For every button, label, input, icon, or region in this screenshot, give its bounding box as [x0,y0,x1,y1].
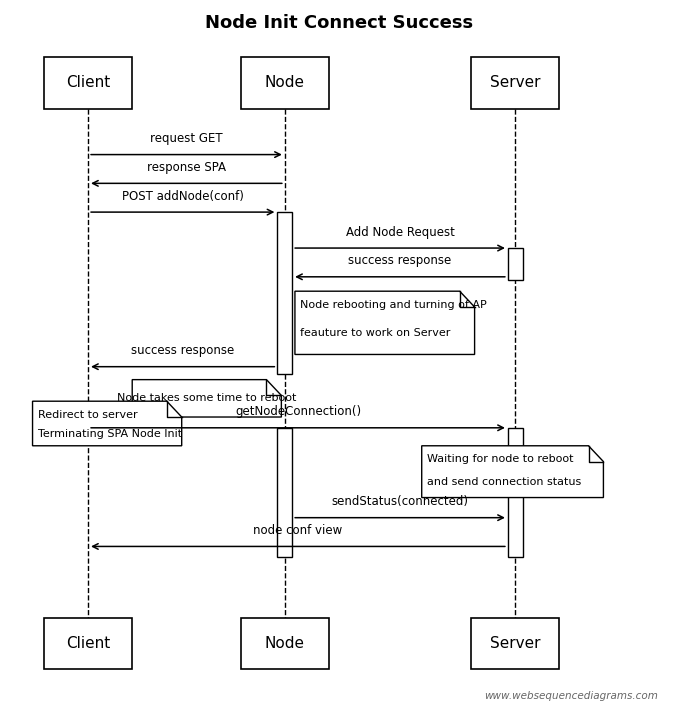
Text: Redirect to server: Redirect to server [38,410,138,420]
Polygon shape [295,291,475,354]
Polygon shape [33,401,182,446]
FancyBboxPatch shape [241,57,329,109]
Text: Terminating SPA Node Init: Terminating SPA Node Init [38,429,182,439]
Text: Node rebooting and turning of AP: Node rebooting and turning of AP [300,300,487,310]
FancyBboxPatch shape [241,618,329,669]
Text: response SPA: response SPA [147,161,226,174]
FancyBboxPatch shape [471,57,559,109]
Text: Add Node Request: Add Node Request [346,226,454,239]
Text: node conf view: node conf view [254,524,342,537]
Text: Node takes some time to reboot: Node takes some time to reboot [117,393,296,403]
Polygon shape [422,446,603,498]
Text: Node: Node [265,636,304,651]
Text: and send connection status: and send connection status [427,477,582,487]
FancyBboxPatch shape [44,57,132,109]
FancyBboxPatch shape [44,618,132,669]
FancyBboxPatch shape [508,248,523,280]
FancyBboxPatch shape [277,212,292,374]
FancyBboxPatch shape [277,428,292,557]
FancyBboxPatch shape [508,428,523,557]
Text: Client: Client [66,75,111,90]
Text: Node: Node [265,75,304,90]
Text: Client: Client [66,636,111,651]
Text: Server: Server [490,75,540,90]
Text: request GET: request GET [150,132,223,145]
Text: feauture to work on Server: feauture to work on Server [300,328,451,338]
Text: POST addNode(conf): POST addNode(conf) [122,190,243,203]
Polygon shape [132,380,281,417]
Text: success response: success response [348,255,452,267]
FancyBboxPatch shape [471,618,559,669]
Text: Server: Server [490,636,540,651]
Text: success response: success response [131,344,235,357]
Text: sendStatus(connected): sendStatus(connected) [332,495,468,508]
Text: getNodeConnection(): getNodeConnection() [235,406,361,418]
Text: Waiting for node to reboot: Waiting for node to reboot [427,454,574,464]
Text: www.websequencediagrams.com: www.websequencediagrams.com [484,691,658,701]
Text: Node Init Connect Success: Node Init Connect Success [205,14,473,32]
